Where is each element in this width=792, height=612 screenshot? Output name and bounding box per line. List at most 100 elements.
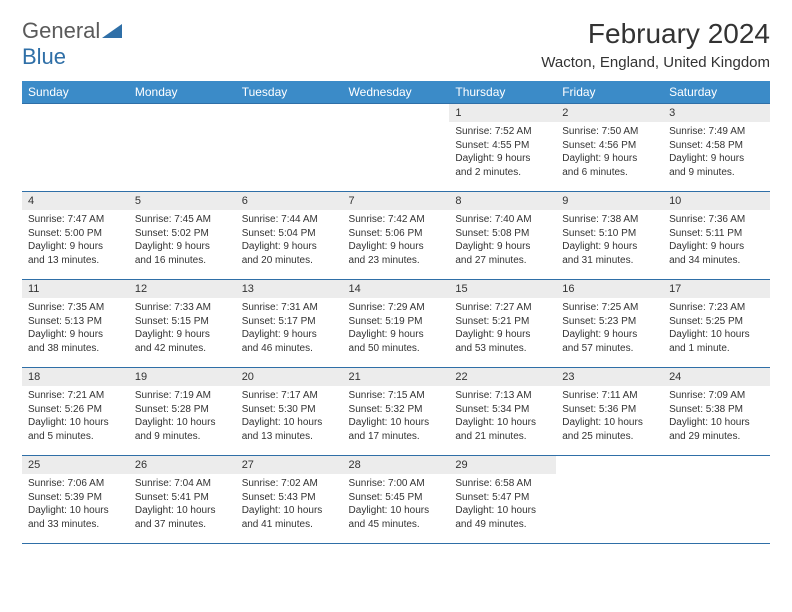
sunset-text: Sunset: 5:15 PM: [135, 315, 230, 329]
daylight-text-2: and 20 minutes.: [242, 254, 337, 268]
day-content: Sunrise: 7:02 AMSunset: 5:43 PMDaylight:…: [236, 474, 343, 534]
sunset-text: Sunset: 5:10 PM: [562, 227, 657, 241]
daylight-text-1: Daylight: 10 hours: [669, 328, 764, 342]
logo-word-1: General: [22, 18, 100, 43]
sunrise-text: Sunrise: 7:23 AM: [669, 301, 764, 315]
day-number: 5: [129, 192, 236, 210]
day-content: Sunrise: 7:29 AMSunset: 5:19 PMDaylight:…: [343, 298, 450, 358]
day-content: Sunrise: 7:40 AMSunset: 5:08 PMDaylight:…: [449, 210, 556, 270]
sunrise-text: Sunrise: 7:25 AM: [562, 301, 657, 315]
day-content: Sunrise: 7:27 AMSunset: 5:21 PMDaylight:…: [449, 298, 556, 358]
daylight-text-2: and 45 minutes.: [349, 518, 444, 532]
daylight-text-1: Daylight: 9 hours: [349, 328, 444, 342]
location: Wacton, England, United Kingdom: [541, 54, 770, 71]
sunrise-text: Sunrise: 7:49 AM: [669, 125, 764, 139]
daylight-text-2: and 57 minutes.: [562, 342, 657, 356]
daylight-text-1: Daylight: 9 hours: [455, 152, 550, 166]
month-title: February 2024: [541, 18, 770, 50]
daylight-text-2: and 37 minutes.: [135, 518, 230, 532]
day-content: Sunrise: 7:19 AMSunset: 5:28 PMDaylight:…: [129, 386, 236, 446]
calendar-cell: 19Sunrise: 7:19 AMSunset: 5:28 PMDayligh…: [129, 368, 236, 456]
daylight-text-1: Daylight: 9 hours: [135, 328, 230, 342]
daylight-text-2: and 1 minute.: [669, 342, 764, 356]
calendar-week-row: 25Sunrise: 7:06 AMSunset: 5:39 PMDayligh…: [22, 456, 770, 544]
calendar-cell: 11Sunrise: 7:35 AMSunset: 5:13 PMDayligh…: [22, 280, 129, 368]
sunset-text: Sunset: 5:36 PM: [562, 403, 657, 417]
day-number: 27: [236, 456, 343, 474]
day-number: 17: [663, 280, 770, 298]
daylight-text-1: Daylight: 10 hours: [455, 504, 550, 518]
sunset-text: Sunset: 5:47 PM: [455, 491, 550, 505]
sunset-text: Sunset: 5:32 PM: [349, 403, 444, 417]
sunrise-text: Sunrise: 7:47 AM: [28, 213, 123, 227]
sunrise-text: Sunrise: 7:00 AM: [349, 477, 444, 491]
daylight-text-2: and 31 minutes.: [562, 254, 657, 268]
day-content: Sunrise: 7:11 AMSunset: 5:36 PMDaylight:…: [556, 386, 663, 446]
sunset-text: Sunset: 5:17 PM: [242, 315, 337, 329]
calendar-cell: 20Sunrise: 7:17 AMSunset: 5:30 PMDayligh…: [236, 368, 343, 456]
daylight-text-2: and 9 minutes.: [669, 166, 764, 180]
calendar-cell: 27Sunrise: 7:02 AMSunset: 5:43 PMDayligh…: [236, 456, 343, 544]
sunset-text: Sunset: 5:30 PM: [242, 403, 337, 417]
sunset-text: Sunset: 5:34 PM: [455, 403, 550, 417]
sunset-text: Sunset: 5:23 PM: [562, 315, 657, 329]
day-content: Sunrise: 7:42 AMSunset: 5:06 PMDaylight:…: [343, 210, 450, 270]
daylight-text-1: Daylight: 9 hours: [669, 152, 764, 166]
day-content: Sunrise: 7:04 AMSunset: 5:41 PMDaylight:…: [129, 474, 236, 534]
day-number: 26: [129, 456, 236, 474]
sunset-text: Sunset: 4:55 PM: [455, 139, 550, 153]
calendar-week-row: 4Sunrise: 7:47 AMSunset: 5:00 PMDaylight…: [22, 192, 770, 280]
day-content: Sunrise: 7:50 AMSunset: 4:56 PMDaylight:…: [556, 122, 663, 182]
sunset-text: Sunset: 4:58 PM: [669, 139, 764, 153]
calendar-cell: 4Sunrise: 7:47 AMSunset: 5:00 PMDaylight…: [22, 192, 129, 280]
day-number: 9: [556, 192, 663, 210]
sunrise-text: Sunrise: 7:44 AM: [242, 213, 337, 227]
sunrise-text: Sunrise: 7:21 AM: [28, 389, 123, 403]
calendar-cell: 21Sunrise: 7:15 AMSunset: 5:32 PMDayligh…: [343, 368, 450, 456]
sunrise-text: Sunrise: 7:50 AM: [562, 125, 657, 139]
daylight-text-1: Daylight: 10 hours: [669, 416, 764, 430]
calendar-cell: 5Sunrise: 7:45 AMSunset: 5:02 PMDaylight…: [129, 192, 236, 280]
daylight-text-1: Daylight: 9 hours: [455, 328, 550, 342]
calendar-cell: 3Sunrise: 7:49 AMSunset: 4:58 PMDaylight…: [663, 104, 770, 192]
sunrise-text: Sunrise: 7:29 AM: [349, 301, 444, 315]
daylight-text-1: Daylight: 9 hours: [28, 328, 123, 342]
daylight-text-1: Daylight: 9 hours: [242, 328, 337, 342]
calendar-week-row: 11Sunrise: 7:35 AMSunset: 5:13 PMDayligh…: [22, 280, 770, 368]
daylight-text-2: and 6 minutes.: [562, 166, 657, 180]
day-content: Sunrise: 7:06 AMSunset: 5:39 PMDaylight:…: [22, 474, 129, 534]
day-number: 16: [556, 280, 663, 298]
sunset-text: Sunset: 5:21 PM: [455, 315, 550, 329]
day-header: Thursday: [449, 81, 556, 104]
day-number: 6: [236, 192, 343, 210]
header: General Blue February 2024 Wacton, Engla…: [22, 18, 770, 71]
day-content: Sunrise: 7:38 AMSunset: 5:10 PMDaylight:…: [556, 210, 663, 270]
daylight-text-2: and 38 minutes.: [28, 342, 123, 356]
daylight-text-2: and 46 minutes.: [242, 342, 337, 356]
daylight-text-1: Daylight: 10 hours: [562, 416, 657, 430]
day-number: 24: [663, 368, 770, 386]
daylight-text-1: Daylight: 9 hours: [242, 240, 337, 254]
daylight-text-2: and 53 minutes.: [455, 342, 550, 356]
sunset-text: Sunset: 5:45 PM: [349, 491, 444, 505]
calendar-cell: 26Sunrise: 7:04 AMSunset: 5:41 PMDayligh…: [129, 456, 236, 544]
daylight-text-1: Daylight: 10 hours: [349, 504, 444, 518]
day-number: 11: [22, 280, 129, 298]
sunset-text: Sunset: 5:02 PM: [135, 227, 230, 241]
calendar-cell: 25Sunrise: 7:06 AMSunset: 5:39 PMDayligh…: [22, 456, 129, 544]
sunset-text: Sunset: 5:28 PM: [135, 403, 230, 417]
sunset-text: Sunset: 5:11 PM: [669, 227, 764, 241]
sunrise-text: Sunrise: 7:31 AM: [242, 301, 337, 315]
daylight-text-1: Daylight: 10 hours: [455, 416, 550, 430]
sunset-text: Sunset: 5:39 PM: [28, 491, 123, 505]
calendar-cell: 1Sunrise: 7:52 AMSunset: 4:55 PMDaylight…: [449, 104, 556, 192]
day-number: 20: [236, 368, 343, 386]
calendar-cell: 15Sunrise: 7:27 AMSunset: 5:21 PMDayligh…: [449, 280, 556, 368]
daylight-text-1: Daylight: 9 hours: [28, 240, 123, 254]
logo-word-2: Blue: [22, 44, 66, 69]
daylight-text-1: Daylight: 9 hours: [455, 240, 550, 254]
day-content: Sunrise: 7:17 AMSunset: 5:30 PMDaylight:…: [236, 386, 343, 446]
calendar-cell: 6Sunrise: 7:44 AMSunset: 5:04 PMDaylight…: [236, 192, 343, 280]
day-content: Sunrise: 7:31 AMSunset: 5:17 PMDaylight:…: [236, 298, 343, 358]
calendar-cell: ..: [129, 104, 236, 192]
